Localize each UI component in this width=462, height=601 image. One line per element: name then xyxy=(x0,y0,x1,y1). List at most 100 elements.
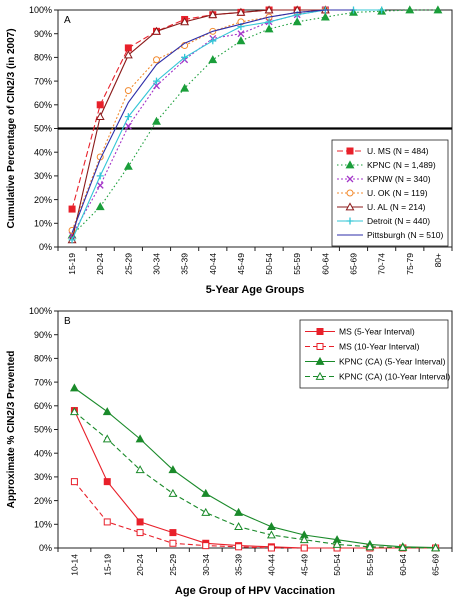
data-point xyxy=(201,488,211,497)
data-point xyxy=(431,543,441,552)
y-tick-label: 100% xyxy=(29,5,52,15)
x-tick-label: 45-49 xyxy=(299,554,309,576)
data-point xyxy=(123,50,133,59)
y-tick-label: 0% xyxy=(39,242,52,252)
data-point xyxy=(433,5,443,14)
x-tick-label: 35-39 xyxy=(234,554,244,576)
data-point xyxy=(365,542,375,551)
data-point xyxy=(168,465,178,474)
legend-swatch-marker xyxy=(316,343,324,350)
x-tick-label: 50-54 xyxy=(264,253,274,275)
data-point xyxy=(235,543,243,551)
legend-swatch-marker xyxy=(346,175,354,183)
data-point xyxy=(69,407,79,416)
data-point xyxy=(136,529,144,537)
data-point xyxy=(208,55,218,64)
legend-entry: U. MS (N = 484) xyxy=(367,146,429,156)
legend-swatch-marker xyxy=(346,217,354,225)
x-tick-label: 30-34 xyxy=(201,554,211,576)
y-tick-label: 80% xyxy=(34,53,52,63)
data-point xyxy=(69,383,79,392)
data-point xyxy=(202,542,210,550)
data-point xyxy=(68,205,76,213)
data-point xyxy=(152,26,161,35)
x-tick-label: 60-64 xyxy=(398,554,408,576)
x-tick-label: 65-69 xyxy=(349,253,359,275)
data-point xyxy=(103,518,111,526)
series-line xyxy=(71,9,326,231)
legend: U. MS (N = 484) KPNC (N = 1,489) KPNW (N =… xyxy=(331,139,449,247)
data-point xyxy=(265,18,273,26)
data-point xyxy=(135,465,145,474)
series-2 xyxy=(68,6,329,239)
y-axis-title: Approximate % CIN2/3 Prevented xyxy=(6,351,17,509)
series-line xyxy=(71,9,354,233)
x-tick-label: 20-24 xyxy=(135,554,145,576)
data-point xyxy=(378,6,386,14)
legend-entry: KPNC (N = 1,489) xyxy=(367,160,436,170)
x-axis-title: Age Group of HPV Vaccination xyxy=(175,585,335,597)
legend-entry: KPNC (CA) (5-Year Interval) xyxy=(339,357,446,367)
legend-entry: U. OK (N = 119) xyxy=(367,188,428,198)
y-tick-label: 40% xyxy=(34,147,52,157)
y-tick-label: 100% xyxy=(29,306,52,316)
data-point xyxy=(332,539,342,548)
chart-panel-a: 0% 10% 20% 30% 40% 50% 60% 70% 80% 90% 100% 15-19 20… xyxy=(6,5,453,296)
x-tick-label: 65-69 xyxy=(431,554,441,576)
y-tick-label: 60% xyxy=(34,100,52,110)
data-point xyxy=(181,53,189,61)
x-tick-label: 30-34 xyxy=(152,253,162,275)
legend-swatch-marker xyxy=(315,356,325,365)
data-point xyxy=(95,202,105,211)
data-point xyxy=(264,5,274,14)
series-2 xyxy=(69,383,441,551)
legend-swatch-marker xyxy=(345,160,355,169)
y-tick-label: 40% xyxy=(34,448,52,458)
x-tick-label: 10-14 xyxy=(69,554,79,576)
y-tick-label: 90% xyxy=(34,29,52,39)
data-point xyxy=(96,172,104,180)
series-6 xyxy=(71,9,354,233)
legend-entry: MS (5-Year Interval) xyxy=(339,327,415,337)
series-3 xyxy=(69,407,441,552)
y-tick-label: 30% xyxy=(34,472,52,482)
series-line xyxy=(73,410,436,549)
data-point xyxy=(102,407,112,416)
data-point xyxy=(264,24,274,33)
panel-label: B xyxy=(64,316,71,327)
data-point xyxy=(237,30,245,38)
data-point xyxy=(124,44,132,52)
series-line xyxy=(73,481,436,549)
data-point xyxy=(208,10,218,19)
x-tick-label: 80+ xyxy=(433,253,443,267)
legend-entry: KPNW (N = 340) xyxy=(367,174,431,184)
y-tick-label: 80% xyxy=(34,354,52,364)
chart-panel-b: 0% 10% 20% 30% 40% 50% 60% 70% 80% 90% 100% 10-14 15… xyxy=(6,306,453,597)
data-point xyxy=(209,37,217,45)
data-point xyxy=(292,17,302,26)
legend-swatch-marker xyxy=(345,202,355,211)
series-3 xyxy=(68,6,329,234)
data-point xyxy=(300,544,308,552)
x-tick-label: 50-54 xyxy=(332,554,342,576)
data-point xyxy=(299,535,309,544)
x-tick-label: 15-19 xyxy=(67,253,77,275)
data-point xyxy=(266,530,276,539)
legend-swatch-marker xyxy=(346,189,354,197)
data-point xyxy=(201,507,211,516)
x-tick-label: 40-44 xyxy=(266,554,276,576)
data-point xyxy=(236,7,246,16)
data-point xyxy=(168,488,178,497)
data-point xyxy=(124,113,132,121)
data-point xyxy=(405,5,415,14)
y-tick-label: 70% xyxy=(34,377,52,387)
data-point xyxy=(123,161,133,170)
y-tick-label: 60% xyxy=(34,401,52,411)
legend-swatch-marker xyxy=(346,147,354,155)
legend-swatch-marker xyxy=(316,328,324,335)
legend: MS (5-Year Interval) MS (10-Year Interval… xyxy=(299,319,450,389)
legend-entry: U. AL (N = 214) xyxy=(367,202,426,212)
series-line xyxy=(71,9,326,210)
x-axis-title: 5-Year Age Groups xyxy=(206,284,305,296)
